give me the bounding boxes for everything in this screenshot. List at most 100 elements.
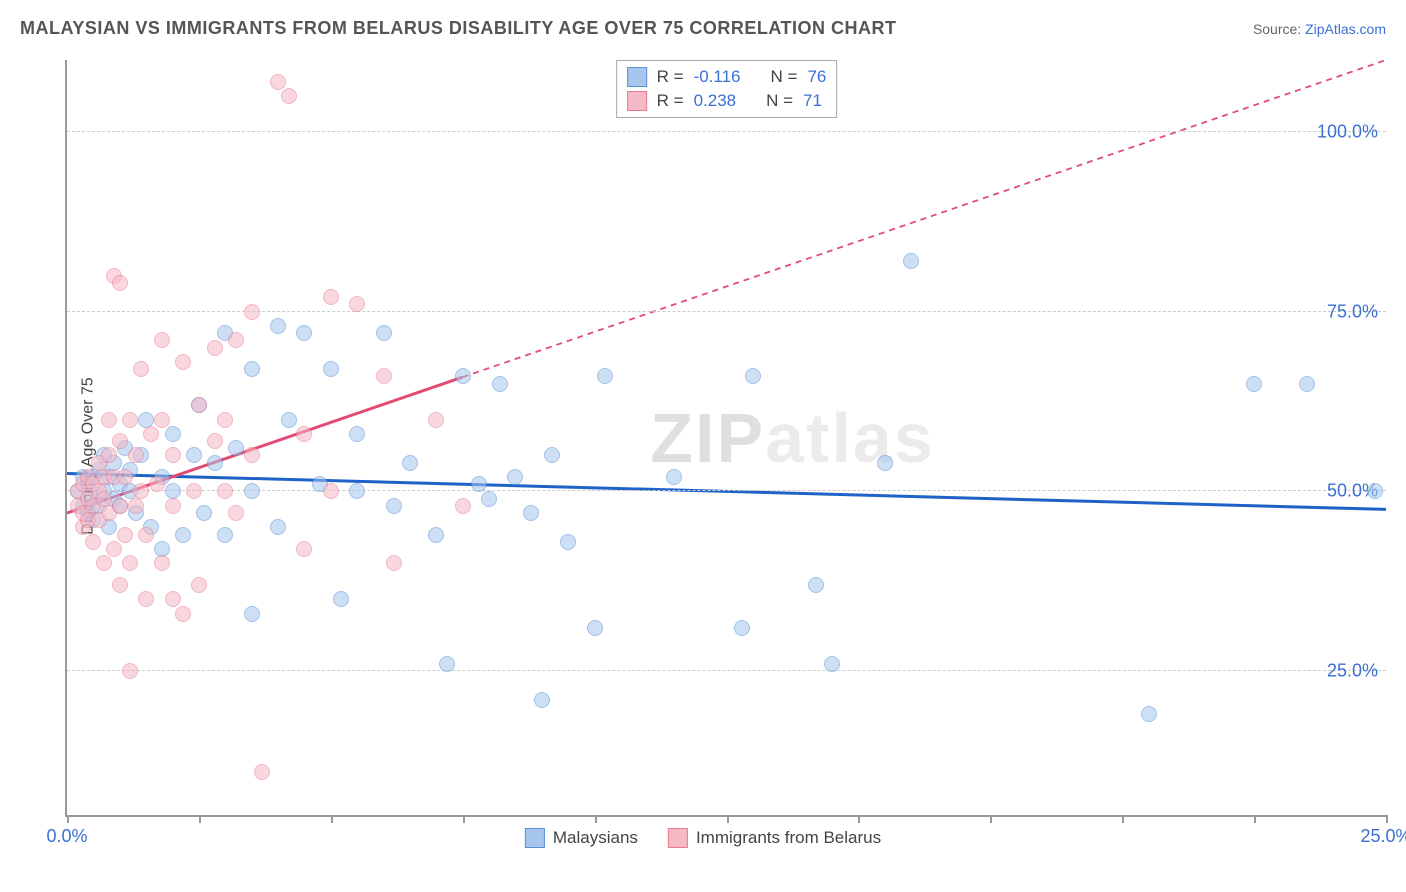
xtick [199, 815, 201, 823]
scatter-point [175, 606, 191, 622]
scatter-point [523, 505, 539, 521]
scatter-point [428, 527, 444, 543]
scatter-point [207, 433, 223, 449]
scatter-point [117, 527, 133, 543]
legend-swatch [627, 91, 647, 111]
scatter-point [112, 433, 128, 449]
scatter-point [133, 483, 149, 499]
scatter-point [439, 656, 455, 672]
scatter-point [217, 527, 233, 543]
scatter-point [492, 376, 508, 392]
scatter-point [376, 325, 392, 341]
xtick-label: 25.0% [1360, 826, 1406, 847]
scatter-point [85, 534, 101, 550]
scatter-point [1141, 706, 1157, 722]
stats-legend-box: R =-0.116N =76R =0.238N =71 [616, 60, 838, 118]
scatter-point [122, 555, 138, 571]
stat-n-label: N = [771, 67, 798, 87]
legend-swatch [525, 828, 545, 848]
legend-item: Immigrants from Belarus [668, 828, 881, 848]
scatter-point [128, 447, 144, 463]
scatter-point [101, 412, 117, 428]
scatter-point [228, 440, 244, 456]
xtick [1254, 815, 1256, 823]
scatter-point [112, 498, 128, 514]
scatter-point [175, 527, 191, 543]
scatter-point [296, 325, 312, 341]
scatter-point [333, 591, 349, 607]
scatter-point [112, 275, 128, 291]
scatter-point [138, 591, 154, 607]
scatter-point [877, 455, 893, 471]
scatter-point [349, 483, 365, 499]
chart-header: MALAYSIAN VS IMMIGRANTS FROM BELARUS DIS… [0, 0, 1406, 49]
scatter-point [597, 368, 613, 384]
stats-row: R =-0.116N =76 [627, 65, 827, 89]
scatter-point [296, 541, 312, 557]
stat-r-label: R = [657, 91, 684, 111]
stat-n-label: N = [766, 91, 793, 111]
xtick [331, 815, 333, 823]
scatter-point [428, 412, 444, 428]
ytick-label: 75.0% [1327, 301, 1378, 322]
plot-region: ZIPatlas R =-0.116N =76R =0.238N =71 25.… [65, 60, 1386, 817]
source-prefix: Source: [1253, 21, 1305, 37]
scatter-point [122, 412, 138, 428]
scatter-point [196, 505, 212, 521]
xtick-label: 0.0% [46, 826, 87, 847]
scatter-point [386, 555, 402, 571]
scatter-point [507, 469, 523, 485]
series-legend: Malaysians Immigrants from Belarus [525, 828, 881, 848]
scatter-point [544, 447, 560, 463]
xtick [595, 815, 597, 823]
scatter-point [96, 555, 112, 571]
scatter-point [117, 469, 133, 485]
stat-r-value: 0.238 [694, 91, 737, 111]
chart-area: Disability Age Over 75 ZIPatlas R =-0.11… [20, 60, 1386, 852]
scatter-point [745, 368, 761, 384]
gridline-h [67, 311, 1386, 312]
stat-n-value: 71 [803, 91, 822, 111]
scatter-point [1367, 483, 1383, 499]
scatter-point [143, 426, 159, 442]
scatter-point [112, 577, 128, 593]
xtick [858, 815, 860, 823]
scatter-point [534, 692, 550, 708]
scatter-point [323, 289, 339, 305]
ytick-label: 25.0% [1327, 661, 1378, 682]
scatter-point [191, 577, 207, 593]
chart-title: MALAYSIAN VS IMMIGRANTS FROM BELARUS DIS… [20, 18, 897, 39]
stat-r-label: R = [657, 67, 684, 87]
gridline-h [67, 670, 1386, 671]
scatter-point [154, 555, 170, 571]
scatter-point [734, 620, 750, 636]
trend-lines [67, 60, 1386, 815]
gridline-h [67, 490, 1386, 491]
scatter-point [244, 361, 260, 377]
scatter-point [349, 426, 365, 442]
scatter-point [228, 505, 244, 521]
scatter-point [165, 447, 181, 463]
stats-row: R = 0.238 N = 71 [627, 89, 827, 113]
scatter-point [296, 426, 312, 442]
scatter-point [323, 483, 339, 499]
scatter-point [207, 340, 223, 356]
legend-item: Malaysians [525, 828, 638, 848]
scatter-point [349, 296, 365, 312]
source-link[interactable]: ZipAtlas.com [1305, 21, 1386, 37]
scatter-point [133, 361, 149, 377]
scatter-point [207, 455, 223, 471]
scatter-point [165, 426, 181, 442]
scatter-point [191, 397, 207, 413]
xtick [1122, 815, 1124, 823]
legend-label: Malaysians [553, 828, 638, 848]
stat-r-value: -0.116 [694, 67, 741, 87]
scatter-point [281, 88, 297, 104]
legend-swatch [627, 67, 647, 87]
xtick [463, 815, 465, 823]
legend-swatch [668, 828, 688, 848]
scatter-point [270, 74, 286, 90]
scatter-point [165, 498, 181, 514]
scatter-point [824, 656, 840, 672]
scatter-point [386, 498, 402, 514]
